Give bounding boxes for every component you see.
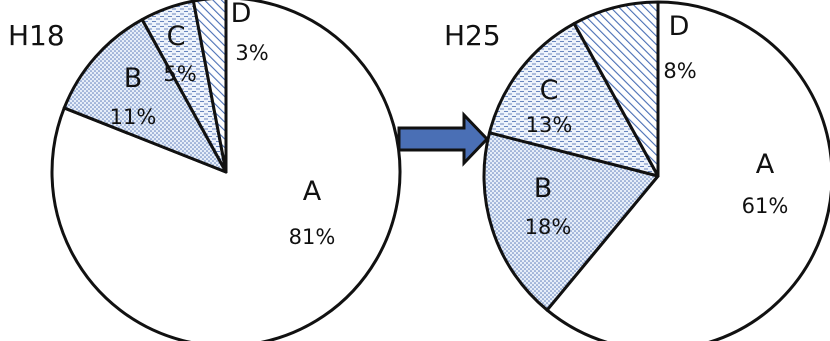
slice-category-label: D: [231, 0, 252, 29]
slice-percent-label: 18%: [525, 215, 572, 239]
slice-category-label: C: [540, 75, 559, 106]
right-arrow-icon: [397, 111, 490, 167]
slice-category-label: B: [124, 63, 143, 94]
slice-category-label: D: [669, 11, 690, 42]
pie-title-h25: H25: [444, 19, 501, 52]
pie-title-h18: H18: [8, 19, 65, 52]
pie-slice-d: [191, 0, 228, 174]
slice-category-label: B: [534, 173, 553, 204]
slice-percent-label: 13%: [526, 113, 573, 137]
pie-slice-a: [545, 0, 830, 341]
pie-chart-h18: A 81% B 11% C 5% D 3%: [50, 0, 402, 341]
pie-slice-b: [482, 131, 660, 312]
slice-percent-label: 11%: [110, 105, 157, 129]
slice-category-label: A: [303, 176, 322, 207]
pie-chart-h25: A 61% B 18% C 13% D 8%: [482, 0, 830, 341]
slice-percent-label: 8%: [663, 59, 696, 83]
slice-percent-label: 61%: [742, 194, 789, 218]
pie-slice-c: [487, 22, 660, 178]
slice-category-label: C: [167, 21, 186, 52]
slice-percent-label: 3%: [235, 41, 268, 65]
slice-percent-label: 5%: [163, 62, 196, 86]
pie-slice-d: [572, 0, 660, 178]
slice-category-label: A: [756, 149, 775, 180]
pie-slice-b: [62, 18, 228, 174]
slice-percent-label: 81%: [289, 225, 336, 249]
